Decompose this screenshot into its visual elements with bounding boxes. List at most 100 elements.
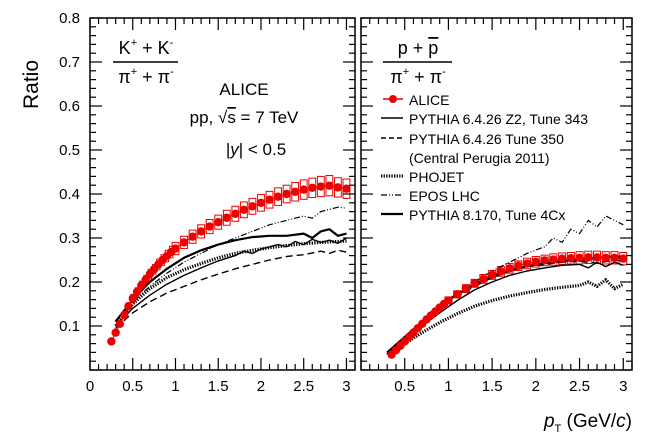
left-alice-point: [205, 222, 214, 231]
left-alice-point: [141, 275, 150, 284]
x-axis-title: pT (GeV/c): [543, 411, 632, 435]
left-alice-point: [256, 198, 266, 207]
right-title-denominator: π+ + π-: [390, 66, 446, 87]
left-alice-point: [214, 217, 223, 227]
left-curve-phojet: [114, 239, 347, 327]
left-alice-point: [325, 181, 334, 190]
right-alice-point: [479, 274, 488, 284]
energy-label: pp, √s = 7 TeV: [190, 108, 299, 127]
y-axis-title: Ratio: [20, 60, 43, 109]
left-alice-point: [308, 183, 317, 193]
right-alice-point: [531, 257, 541, 266]
right-x-tick-label: 2.5: [569, 378, 590, 395]
legend-entry-epos: EPOS LHC: [381, 188, 480, 204]
y-tick-label: 0.1: [59, 318, 80, 335]
left-title-denominator: π+ + π-: [118, 66, 174, 87]
left-alice-point: [299, 185, 308, 194]
right-alice-point: [452, 290, 462, 299]
left-alice-point: [222, 213, 231, 222]
legend-label-pythia-z2: PYTHIA 6.4.26 Z2, Tune 343: [409, 111, 588, 127]
left-alice-point: [115, 319, 125, 328]
experiment-label: ALICE: [219, 80, 268, 99]
legend-label-pythia8: PYTHIA 8.170, Tune 4Cx: [409, 207, 565, 223]
left-alice-point: [132, 287, 142, 296]
left-model-curves: [114, 206, 347, 329]
y-tick-label: 0.6: [59, 98, 80, 115]
right-alice-point: [487, 270, 497, 280]
y-tick-label: 0.4: [59, 186, 80, 203]
left-x-tick-label: 2: [257, 378, 265, 395]
left-curve-pythia-8-170-tune-4cx: [114, 228, 347, 323]
left-alice-point: [265, 195, 274, 204]
right-alice-point: [444, 296, 453, 305]
right-alice-point: [575, 253, 584, 262]
right-alice-point: [557, 254, 567, 263]
legend-label-epos: EPOS LHC: [409, 188, 480, 204]
left-alice-point: [107, 337, 116, 346]
right-alice-point: [619, 254, 628, 263]
right-alice-point: [540, 256, 549, 265]
right-alice-point: [522, 259, 532, 268]
right-alice-point: [592, 253, 602, 262]
left-x-tick-label: 0: [86, 378, 94, 395]
right-data-points: [387, 253, 628, 359]
legend-entry-pythia8: PYTHIA 8.170, Tune 4Cx: [381, 207, 565, 223]
y-tick-label: 0.8: [59, 10, 80, 27]
right-alice-point: [470, 279, 479, 288]
right-title-numerator: p + p: [398, 38, 439, 58]
rapidity-label: |y| < 0.5: [226, 140, 286, 159]
left-x-tick-label: 1: [171, 378, 179, 395]
right-x-tick-label: 0.5: [394, 378, 415, 395]
left-x-tick-label: 1.5: [208, 378, 229, 395]
legend-alice-marker: [389, 95, 397, 103]
left-alice-point: [316, 182, 326, 191]
right-alice-point: [549, 255, 558, 264]
left-data-points: [107, 181, 351, 346]
left-alice-point: [282, 189, 291, 199]
right-alice-point: [601, 253, 610, 262]
left-curve-epos-lhc: [115, 206, 347, 322]
right-panel: 0.5 1 1.5 2 2.5 3 p + p π+ + π- ALICE PYTHIA …: [360, 17, 633, 395]
left-alice-point: [196, 227, 206, 236]
right-curve-epos-lhc: [386, 215, 624, 353]
legend-label-pythia-350-line2: (Central Perugia 2011): [409, 150, 550, 166]
right-x-tick-label: 2: [532, 378, 540, 395]
y-tick-label: 0.2: [59, 274, 80, 291]
left-curve-pythia-6-4-26-tune-350: [115, 249, 347, 329]
right-alice-point: [505, 264, 514, 273]
left-alice-point: [137, 281, 146, 290]
y-tick-label: 0.3: [59, 230, 80, 247]
right-alice-point: [514, 261, 523, 270]
legend-label-pythia-350: PYTHIA 6.4.26 Tune 350: [409, 131, 564, 147]
left-x-tick-label: 2.5: [293, 378, 314, 395]
right-alice-point: [566, 254, 576, 263]
left-alice-point: [188, 232, 197, 241]
legend-entry-pythia-z2: PYTHIA 6.4.26 Z2, Tune 343: [381, 111, 588, 127]
right-alice-point: [496, 267, 506, 276]
legend-entry-alice: ALICE: [383, 92, 449, 108]
legend-entry-phojet: PHOJET: [381, 169, 465, 185]
left-alice-point: [111, 328, 120, 337]
left-alice-point: [171, 244, 180, 253]
left-alice-point: [290, 187, 300, 196]
right-axes: 0.5 1 1.5 2 2.5 3: [360, 17, 633, 395]
right-frame: [360, 17, 633, 371]
left-alice-point: [248, 202, 257, 211]
left-alice-point: [333, 183, 343, 192]
left-x-tick-label: 3: [342, 378, 350, 395]
right-alice-point: [610, 253, 619, 262]
left-alice-point: [231, 209, 240, 218]
left-frame: [89, 17, 356, 371]
right-x-tick-label: 3: [619, 378, 627, 395]
legend-entry-pythia-350: PYTHIA 6.4.26 Tune 350 (Central Perugia …: [381, 131, 564, 166]
legend-label-phojet: PHOJET: [409, 169, 465, 185]
y-tick-label: 0.5: [59, 142, 80, 159]
legend: ALICE PYTHIA 6.4.26 Z2, Tune 343 PYTHIA …: [381, 92, 588, 223]
legend-label-alice: ALICE: [409, 92, 449, 108]
left-alice-point: [239, 205, 249, 215]
left-x-tick-label: 0.5: [122, 378, 143, 395]
y-tick-label: 0.7: [59, 54, 80, 71]
right-x-tick-label: 1.5: [482, 378, 503, 395]
